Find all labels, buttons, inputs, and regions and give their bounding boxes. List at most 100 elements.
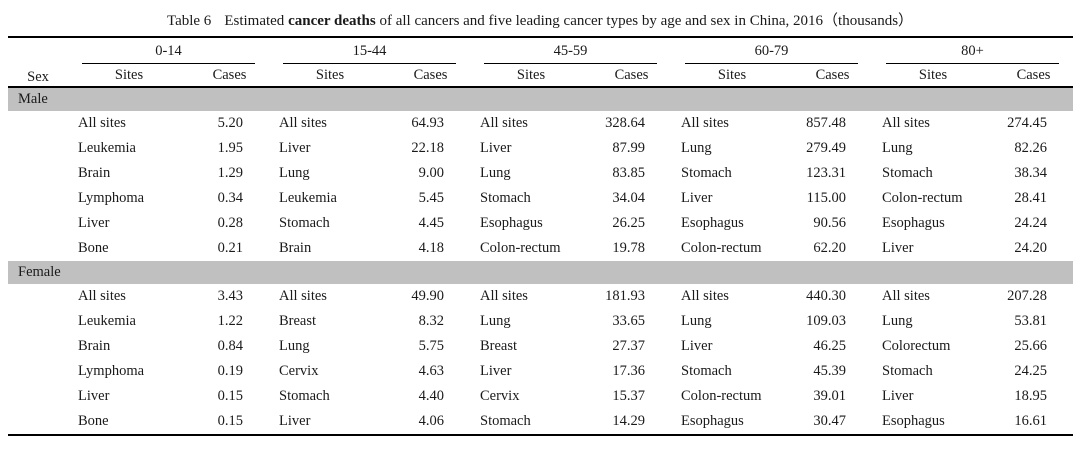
site-cell: Stomach [279,388,330,404]
cases-cell: 0.34 [217,190,243,206]
table-body: Male All sites 5.20 All sites 64.93 All sites… [8,87,1073,435]
site-cell: Esophagus [480,215,543,231]
cases-cell: 90.56 [813,215,846,231]
cases-cell: 9.00 [418,165,444,181]
section-band-row-female: Female [8,261,1073,284]
cases-cell: 274.45 [1007,115,1047,131]
cases-cell: 14.29 [612,413,645,429]
table-row: All sites 5.20 All sites 64.93 All sites 328.… [8,111,1073,136]
table-row: Bone 0.21 Brain 4.18 Colon-rectum 19.78 Colon-… [8,236,1073,261]
cases-header: Cases [1016,66,1051,83]
cases-cell: 0.21 [217,240,243,256]
site-cell: Lung [681,140,712,156]
table-row: Leukemia 1.22 Breast 8.32 Lung 33.65 Lung 109.0… [8,309,1073,334]
cases-cell: 1.95 [217,140,243,156]
site-cell: All sites [882,115,930,131]
cases-cell: 24.20 [1014,240,1047,256]
caption-bold-text: cancer deaths [288,13,376,29]
cases-cell: 16.61 [1014,413,1047,429]
site-cell: Lymphoma [78,363,145,379]
table-number: Table 6 [166,13,212,29]
sites-header: Sites [114,66,144,83]
cases-cell: 4.06 [418,413,444,429]
site-cell: Brain [78,165,111,181]
table-row: Brain 0.84 Lung 5.75 Breast 27.37 Liver 46.25 Co… [8,334,1073,359]
cases-cell: 0.15 [217,413,243,429]
site-cell: Bone [78,413,109,429]
cases-cell: 17.36 [612,363,645,379]
sex-column-spacer [8,384,68,409]
cases-cell: 38.34 [1014,165,1047,181]
cases-header: Cases [212,66,247,83]
cases-cell: 62.20 [813,240,846,256]
cases-cell: 26.25 [612,215,645,231]
table-row: All sites 3.43 All sites 49.90 All sites 181.… [8,284,1073,309]
site-cell: Colon-rectum [681,240,762,256]
cases-cell: 22.18 [411,140,444,156]
site-cell: Esophagus [882,413,945,429]
cases-cell: 1.22 [217,313,243,329]
table-header: Sex 0-14 15-44 45-59 60-79 80+ Sites Cas… [8,37,1073,87]
site-cell: Stomach [681,165,732,181]
table-row: Leukemia 1.95 Liver 22.18 Liver 87.99 Lung 279.… [8,136,1073,161]
site-cell: Liver [78,215,110,231]
cases-cell: 24.24 [1014,215,1047,231]
caption-text-post: of all cancers and five leading cancer t… [375,13,914,29]
site-cell: Liver [882,240,914,256]
site-cell: Liver [279,140,311,156]
sex-column-spacer [8,211,68,236]
cases-cell: 4.18 [418,240,444,256]
cases-cell: 0.15 [217,388,243,404]
sex-column-spacer [8,359,68,384]
site-cell: Cervix [480,388,520,404]
cases-cell: 857.48 [806,115,846,131]
table-caption: Table 6 Estimated cancer deaths of all ca… [0,0,1080,30]
cases-cell: 18.95 [1014,388,1047,404]
site-cell: Esophagus [681,215,744,231]
site-cell: Liver [681,190,713,206]
sites-header: Sites [717,66,747,83]
site-cell: Breast [279,313,317,329]
site-cell: All sites [78,115,126,131]
site-cell: Bone [78,240,109,256]
site-cell: All sites [480,115,528,131]
table-row: Liver 0.15 Stomach 4.40 Cervix 15.37 Colon-rec… [8,384,1073,409]
site-cell: Esophagus [882,215,945,231]
cases-cell: 115.00 [806,190,846,206]
sex-column-spacer [8,136,68,161]
cases-cell: 8.32 [418,313,444,329]
cases-cell: 53.81 [1014,313,1047,329]
age-group-header-60-79: 60-79 [671,37,872,64]
sub-header-row: Sites Cases Sites Cases Sites Cases Site… [8,64,1073,87]
site-cell: Liver [480,140,512,156]
cases-cell: 28.41 [1014,190,1047,206]
cases-cell: 109.03 [806,313,846,329]
cases-cell: 279.49 [806,140,846,156]
site-cell: Esophagus [681,413,744,429]
site-cell: Breast [480,338,518,354]
section-label-male: Male [8,87,1073,111]
sex-column-spacer [8,161,68,186]
sex-column-spacer [8,111,68,136]
caption-text-pre: Estimated [224,13,289,29]
cases-cell: 87.99 [612,140,645,156]
cases-cell: 4.45 [418,215,444,231]
site-cell: Lymphoma [78,190,145,206]
cases-cell: 3.43 [217,288,243,304]
cases-cell: 181.93 [605,288,645,304]
site-cell: All sites [882,288,930,304]
cases-cell: 123.31 [806,165,846,181]
cases-cell: 0.19 [217,363,243,379]
age-group-label: 0-14 [82,43,255,64]
sex-column-spacer [8,284,68,309]
age-group-label: 45-59 [484,43,657,64]
site-cell: All sites [279,115,327,131]
cases-cell: 83.85 [612,165,645,181]
sex-column-spacer [8,309,68,334]
site-cell: Stomach [882,363,933,379]
site-cell: Liver [882,388,914,404]
site-cell: Liver [480,363,512,379]
sex-column-spacer [8,409,68,435]
cases-cell: 34.04 [612,190,645,206]
site-cell: Colorectum [882,338,951,354]
